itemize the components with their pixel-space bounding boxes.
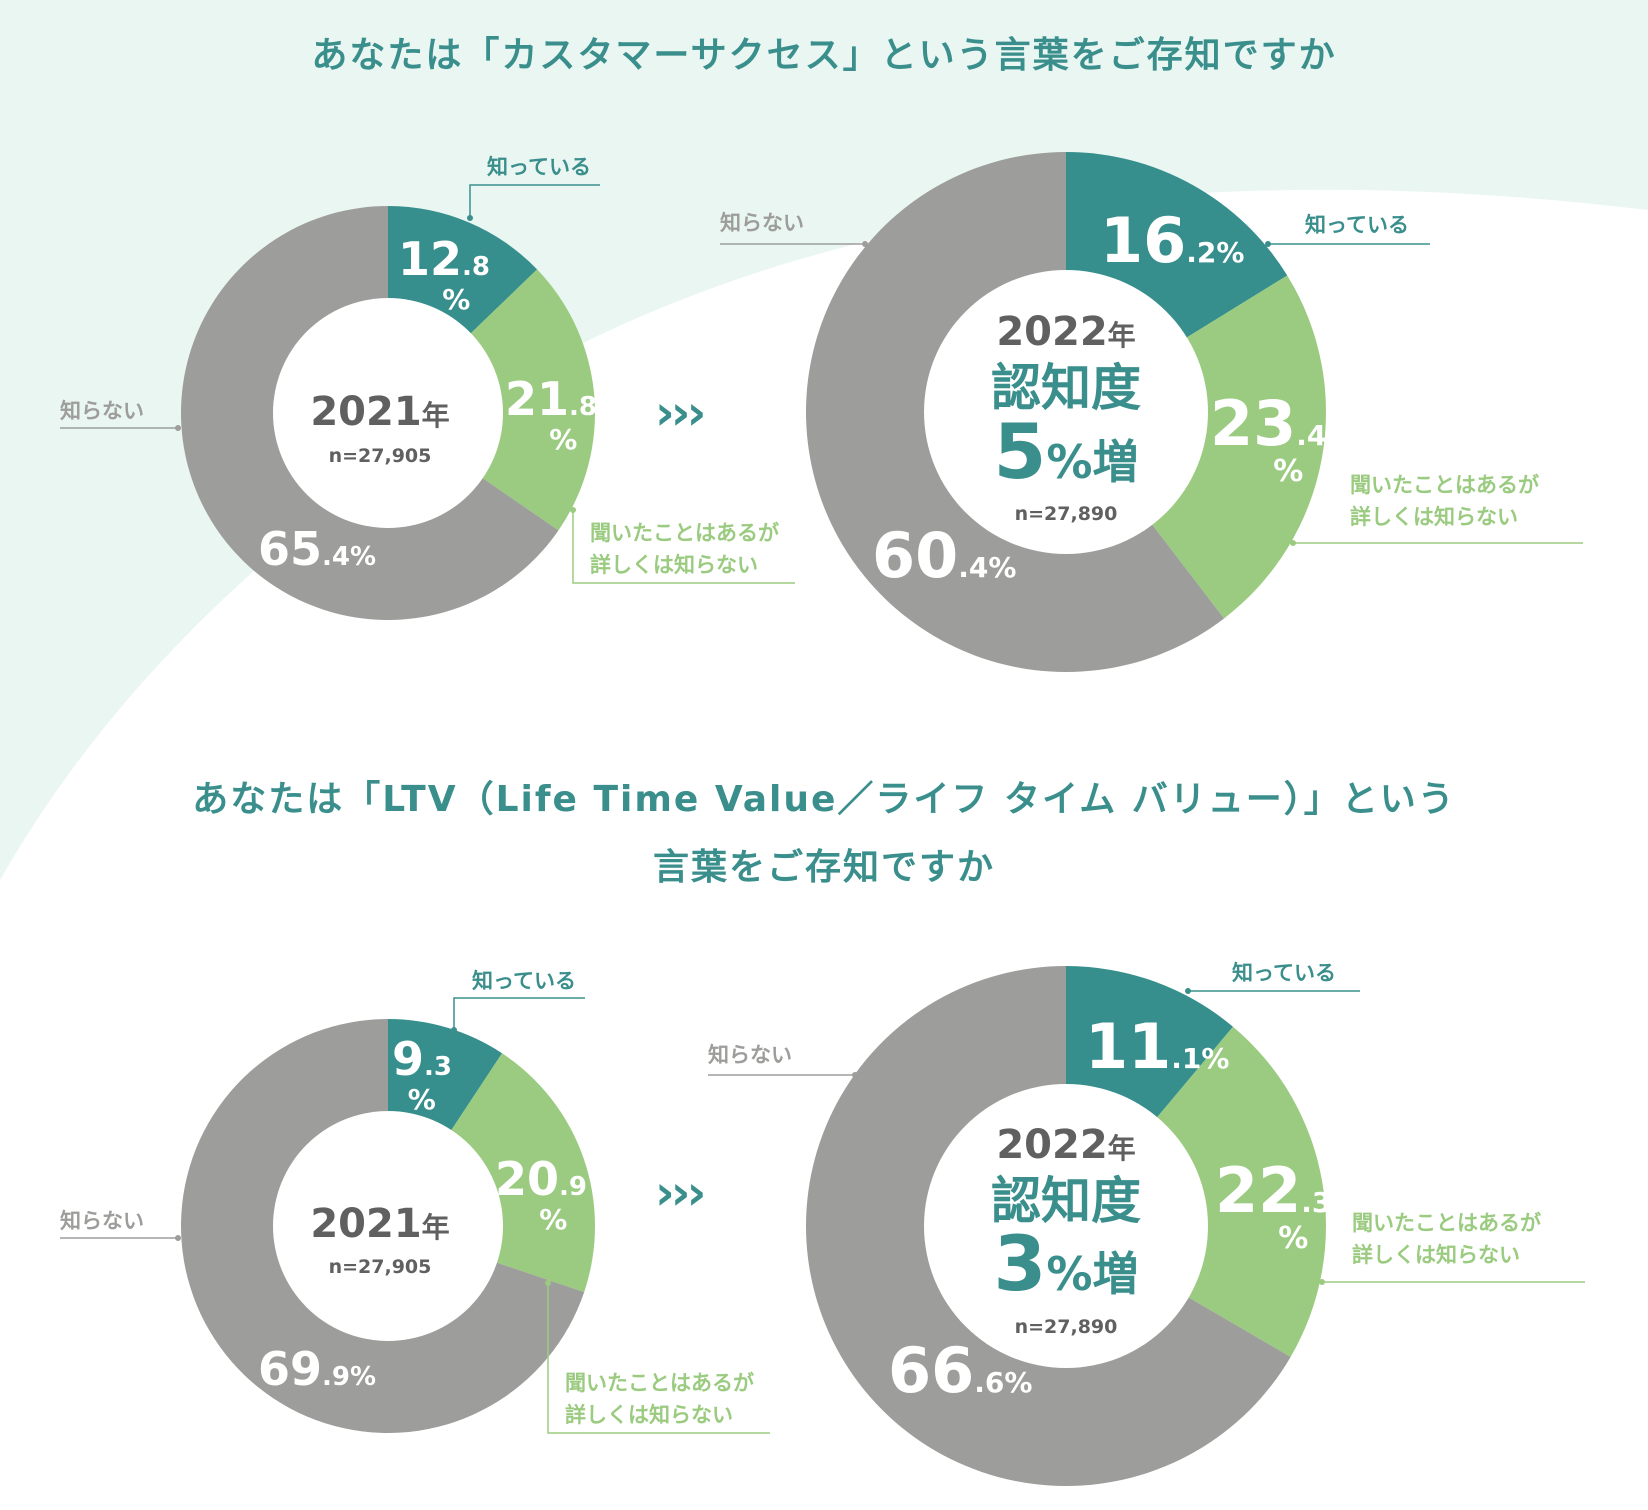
value-label-heard: 21.8	[505, 372, 597, 426]
category-label-heard-line1: 聞いたことはあるが	[1350, 473, 1539, 497]
donut-hole	[924, 270, 1208, 554]
center-year: 2022年	[996, 1122, 1135, 1168]
value-label-percent: %	[549, 423, 577, 456]
category-label-heard-line2: 詳しくは知らない	[1352, 1243, 1520, 1267]
value-label-unknown: 65.4%	[258, 522, 376, 576]
leader-line-heard	[572, 510, 795, 584]
leader-dot	[451, 1027, 457, 1033]
question-title-ltv-line1: あなたは「LTV（Life Time Value／ライフ タイム バリュー）」と…	[192, 779, 1456, 820]
donut-hole	[273, 298, 503, 528]
value-label-known: 16.2%	[1100, 204, 1244, 277]
category-label-unknown: 知らない	[60, 399, 144, 423]
category-label-heard-line1: 聞いたことはあるが	[1352, 1211, 1541, 1235]
leader-dot	[175, 425, 181, 431]
donut-hole	[273, 1111, 503, 1341]
value-label-unknown: 60.4%	[872, 519, 1016, 592]
leader-dot	[175, 1235, 181, 1241]
leader-dot	[545, 1280, 551, 1286]
category-label-unknown: 知らない	[60, 1209, 144, 1233]
leader-dot	[852, 1072, 858, 1078]
category-label-heard-line1: 聞いたことはあるが	[565, 1371, 754, 1395]
value-label-known: 11.1%	[1085, 1010, 1229, 1083]
arrow-q2: ›››	[655, 1165, 706, 1221]
leader-dot	[1265, 241, 1271, 247]
leader-dot	[467, 215, 473, 221]
value-label-heard: 22.3	[1215, 1154, 1331, 1227]
category-label-unknown: 知らない	[720, 211, 804, 235]
value-label-unknown: 66.6%	[888, 1334, 1032, 1407]
category-label-heard-line1: 聞いたことはあるが	[590, 521, 779, 545]
leader-line-known	[453, 997, 585, 1030]
center-sample-size: n=27,905	[329, 445, 432, 467]
leader-dot	[570, 507, 576, 513]
leader-line-heard	[547, 1283, 770, 1434]
value-label-known: 12.8	[398, 232, 490, 286]
center-increase: 3%増	[994, 1219, 1139, 1308]
donut-hole	[924, 1084, 1208, 1368]
value-label-percent: %	[408, 1083, 436, 1116]
question-title-ltv-line2: 言葉をご存知ですか	[652, 847, 995, 888]
value-label-percent: %	[539, 1203, 567, 1236]
value-label-heard: 23.4	[1210, 387, 1326, 460]
leader-dot	[1319, 1279, 1325, 1285]
value-label-percent: %	[1278, 1221, 1308, 1256]
category-label-heard-line2: 詳しくは知らない	[590, 553, 758, 577]
category-label-heard-line2: 詳しくは知らない	[565, 1403, 733, 1427]
value-label-percent: %	[1273, 454, 1303, 489]
center-sample-size: n=27,905	[329, 1256, 432, 1278]
category-label-heard-line2: 詳しくは知らない	[1350, 505, 1518, 529]
center-year: 2021年	[310, 1201, 449, 1247]
value-label-percent: %	[442, 283, 470, 316]
value-label-known: 9.3	[392, 1032, 452, 1086]
leader-dot	[1185, 988, 1191, 994]
category-label-known: 知っている	[1305, 213, 1409, 237]
category-label-known: 知っている	[1232, 961, 1336, 985]
leader-dot	[1290, 540, 1296, 546]
center-year: 2021年	[310, 389, 449, 435]
center-recognition-label: 認知度	[991, 1172, 1141, 1230]
arrow-q1: ›››	[655, 385, 706, 441]
question-title-customer-success: あなたは「カスタマーサクセス」という言葉をご存知ですか	[311, 35, 1337, 76]
category-label-unknown: 知らない	[708, 1043, 792, 1067]
value-label-heard: 20.9	[495, 1152, 587, 1206]
center-sample-size: n=27,890	[1015, 1316, 1118, 1338]
leader-line-known	[469, 184, 600, 218]
value-label-unknown: 69.9%	[258, 1342, 376, 1396]
leader-dot	[862, 241, 868, 247]
center-year: 2022年	[996, 309, 1135, 355]
category-label-known: 知っている	[487, 155, 591, 179]
center-increase: 5%増	[994, 407, 1139, 496]
center-sample-size: n=27,890	[1015, 503, 1118, 525]
center-recognition-label: 認知度	[991, 359, 1141, 417]
category-label-known: 知っている	[472, 969, 576, 993]
